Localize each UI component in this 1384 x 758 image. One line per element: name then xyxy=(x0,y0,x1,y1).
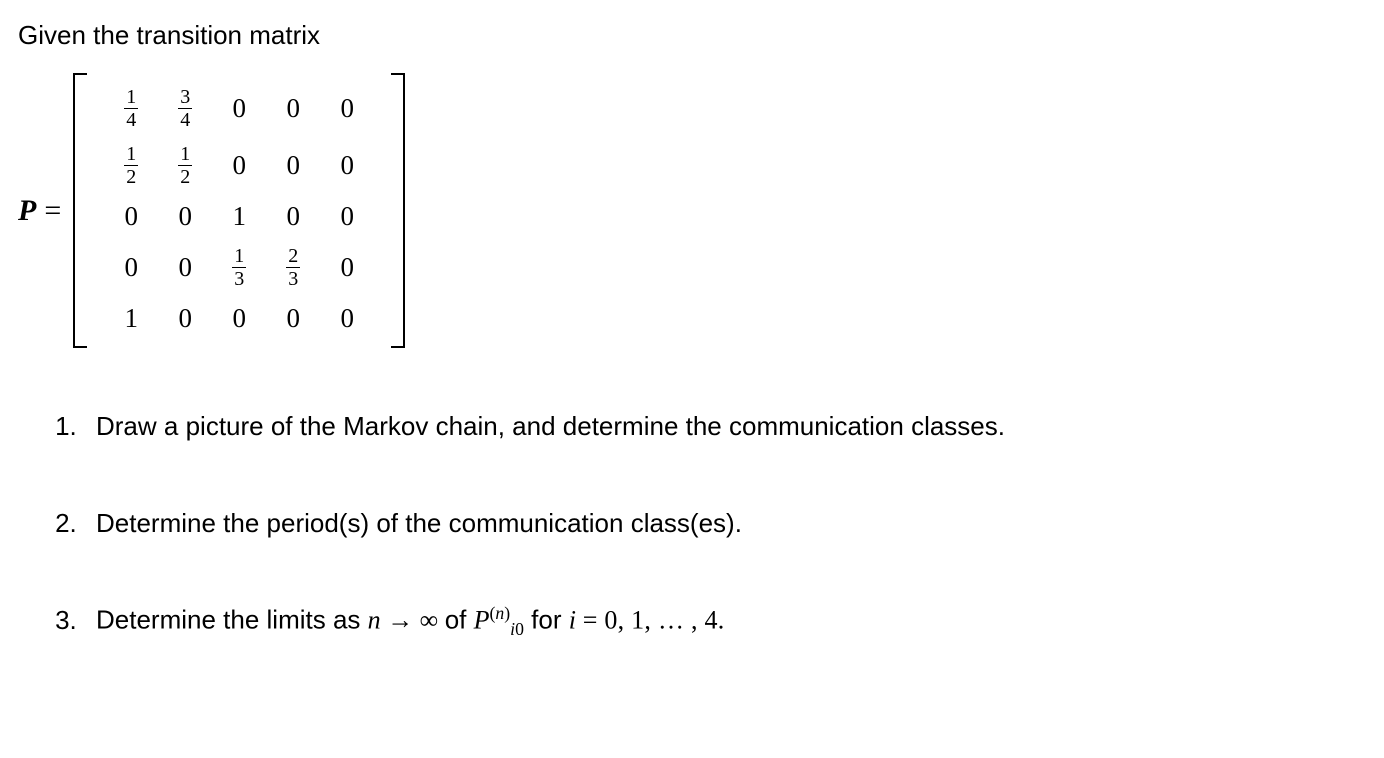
q3-subscript: i0 xyxy=(510,619,524,639)
matrix-row: 1 0 0 0 0 xyxy=(121,303,357,334)
matrix-cell: 0 xyxy=(337,87,357,130)
matrix-cell: 12 xyxy=(121,144,141,187)
matrix-cell: 0 xyxy=(121,246,141,289)
fraction: 23 xyxy=(286,246,300,289)
problem-page: Given the transition matrix P = 14340001… xyxy=(0,0,1384,722)
question-list: Draw a picture of the Markov chain, and … xyxy=(18,408,1366,641)
matrix-cell: 0 xyxy=(283,303,303,334)
question-3: Determine the limits as n → ∞ of P(n)i0 … xyxy=(84,601,1366,642)
matrix-cell: 1 xyxy=(229,201,249,232)
fraction-denominator: 3 xyxy=(286,268,300,289)
matrix-lhs: P xyxy=(18,194,36,228)
matrix-cell: 0 xyxy=(337,246,357,289)
matrix-row: 1434000 xyxy=(121,87,357,130)
fraction-numerator: 1 xyxy=(232,246,246,268)
matrix-definition: P = 1434000121200000100001323010000 xyxy=(18,73,1366,348)
matrix-cell: 0 xyxy=(175,303,195,334)
q3-range: 0, 1, … , 4. xyxy=(604,606,724,635)
fraction-denominator: 3 xyxy=(232,268,246,289)
fraction: 14 xyxy=(124,87,138,130)
fraction-numerator: 2 xyxy=(286,246,300,268)
matrix-cell: 0 xyxy=(121,201,141,232)
q3-superscript: (n) xyxy=(490,603,511,623)
matrix-row: 1212000 xyxy=(121,144,357,187)
matrix-cell: 0 xyxy=(283,201,303,232)
q3-var-P: P xyxy=(474,606,490,635)
matrix-cell: 0 xyxy=(229,144,249,187)
matrix-row: 0 0 1 0 0 xyxy=(121,201,357,232)
right-bracket xyxy=(391,73,405,348)
matrix-cell: 0 xyxy=(229,303,249,334)
fraction-denominator: 4 xyxy=(178,109,192,130)
q3-var-n: n xyxy=(368,606,381,635)
matrix-cell: 12 xyxy=(175,144,195,187)
question-1: Draw a picture of the Markov chain, and … xyxy=(84,408,1366,444)
q3-var-i: i xyxy=(569,606,576,635)
fraction-numerator: 1 xyxy=(124,87,138,109)
matrix-body: 1434000121200000100001323010000 xyxy=(87,73,391,348)
equals-sign: = xyxy=(44,194,61,228)
q3-exp-n: n xyxy=(495,603,504,623)
matrix-cell: 14 xyxy=(121,87,141,130)
question-2: Determine the period(s) of the communica… xyxy=(84,505,1366,541)
left-bracket xyxy=(73,73,87,348)
q3-text-of: of xyxy=(445,605,474,635)
matrix-cell: 0 xyxy=(229,87,249,130)
matrix-cell: 0 xyxy=(337,303,357,334)
matrix-cell: 0 xyxy=(283,87,303,130)
matrix-cell: 34 xyxy=(175,87,195,130)
intro-text: Given the transition matrix xyxy=(18,20,1366,51)
q3-text-a: Determine the limits as xyxy=(96,605,368,635)
matrix-row: 0013230 xyxy=(121,246,357,289)
fraction: 12 xyxy=(124,144,138,187)
matrix-brackets: 1434000121200000100001323010000 xyxy=(73,73,405,348)
matrix-cell: 0 xyxy=(337,144,357,187)
fraction-denominator: 2 xyxy=(124,166,138,187)
matrix-cell: 0 xyxy=(175,246,195,289)
matrix-cell: 13 xyxy=(229,246,249,289)
q3-eq: = xyxy=(576,606,604,635)
fraction: 34 xyxy=(178,87,192,130)
fraction-numerator: 1 xyxy=(178,144,192,166)
fraction: 13 xyxy=(232,246,246,289)
matrix-cell: 23 xyxy=(283,246,303,289)
fraction-denominator: 2 xyxy=(178,166,192,187)
q3-arrow: → ∞ xyxy=(381,606,445,635)
fraction-denominator: 4 xyxy=(124,109,138,130)
q3-sub-0: 0 xyxy=(515,619,524,639)
q3-text-for: for xyxy=(524,605,569,635)
matrix-cell: 0 xyxy=(283,144,303,187)
fraction: 12 xyxy=(178,144,192,187)
matrix-cell: 1 xyxy=(121,303,141,334)
fraction-numerator: 1 xyxy=(124,144,138,166)
fraction-numerator: 3 xyxy=(178,87,192,109)
matrix-cell: 0 xyxy=(337,201,357,232)
matrix-cell: 0 xyxy=(175,201,195,232)
